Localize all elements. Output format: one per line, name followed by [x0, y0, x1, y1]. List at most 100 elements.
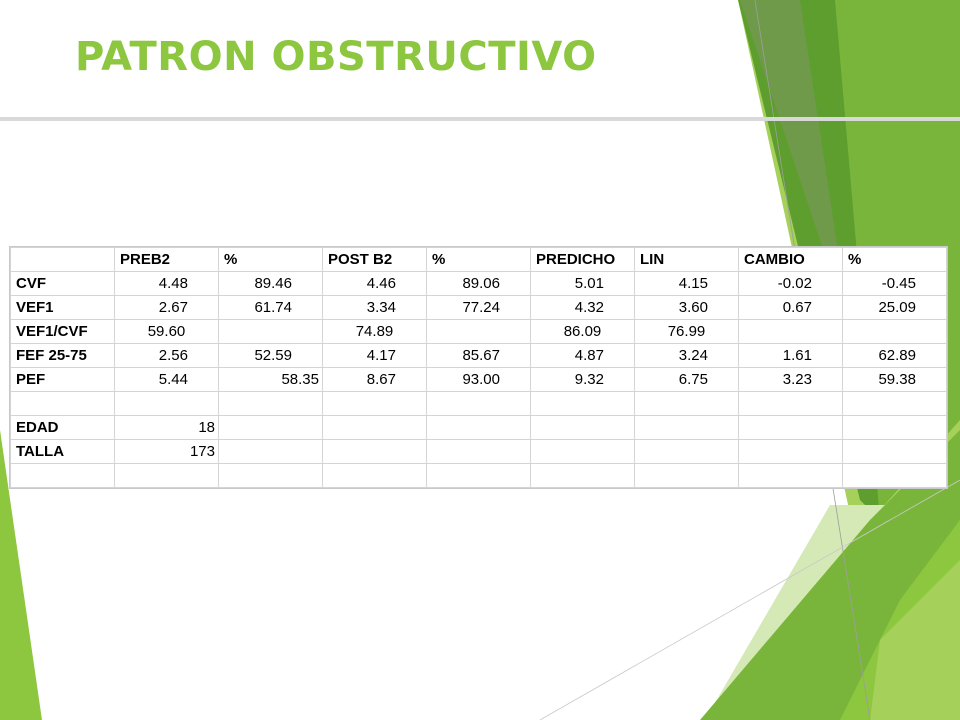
table-cell: 3.23: [738, 367, 843, 392]
table-cell: 77.24: [426, 295, 531, 320]
table-cell: 5.01: [530, 271, 635, 296]
table-cell: [218, 319, 323, 344]
table-cell: [218, 391, 323, 416]
table-cell: 85.67: [426, 343, 531, 368]
table-row: [10, 391, 947, 416]
table-cell: [530, 439, 635, 464]
table-cell: 3.60: [634, 295, 739, 320]
table-cell: [426, 319, 531, 344]
table-cell: [322, 463, 427, 488]
table-row: VEF1 2.67 61.74 3.34 77.24 4.32 3.60 0.67 25.09: [10, 295, 947, 320]
table-header-row: PREB2% POST B2% PREDICHO LIN CAMBIO%: [10, 247, 947, 272]
table-cell: [426, 415, 531, 440]
table-cell: [634, 391, 739, 416]
table-cell: [738, 463, 843, 488]
table-cell: 2.67: [114, 295, 219, 320]
table-cell: 59.60: [114, 319, 219, 344]
row-label: [10, 463, 115, 488]
table-cell: [738, 415, 843, 440]
column-header: CAMBIO: [738, 247, 843, 272]
table-cell: [842, 463, 947, 488]
table-cell: 1.61: [738, 343, 843, 368]
table-cell: 8.67: [322, 367, 427, 392]
table-cell: [426, 463, 531, 488]
table-row: EDAD 18: [10, 415, 947, 440]
table-cell: [218, 463, 323, 488]
table-cell: 4.32: [530, 295, 635, 320]
table-row: TALLA 173: [10, 439, 947, 464]
table-cell: [842, 415, 947, 440]
table-cell: [114, 463, 219, 488]
row-label: FEF 25-75: [10, 343, 115, 368]
table-row: [10, 463, 947, 488]
table-cell: 61.74: [218, 295, 323, 320]
table-cell: [530, 391, 635, 416]
table-cell: [842, 319, 947, 344]
row-label: VEF1: [10, 295, 115, 320]
column-header: %: [218, 247, 323, 272]
column-header: [10, 247, 115, 272]
table-cell: 3.34: [322, 295, 427, 320]
row-label: CVF: [10, 271, 115, 296]
table-cell: 6.75: [634, 367, 739, 392]
row-label: [10, 391, 115, 416]
table-cell: 76.99: [634, 319, 739, 344]
column-header: POST B2: [322, 247, 427, 272]
table-row: VEF1/CVF 59.60 74.89 86.09 76.99: [10, 319, 947, 344]
row-label: EDAD: [10, 415, 115, 440]
spirometry-table: PREB2% POST B2% PREDICHO LIN CAMBIO% CVF 4.48 8…: [10, 247, 947, 488]
table-cell: [322, 415, 427, 440]
table-cell: [842, 391, 947, 416]
column-header: %: [426, 247, 531, 272]
table-cell: 5.44: [114, 367, 219, 392]
table-cell: 89.06: [426, 271, 531, 296]
table-cell: 52.59: [218, 343, 323, 368]
table-cell: [322, 391, 427, 416]
table-cell: [218, 415, 323, 440]
facet-left: [0, 430, 42, 720]
table-cell: 58.35: [218, 367, 323, 392]
table-row: FEF 25-75 2.56 52.59 4.17 85.67 4.87 3.24 1.61 6…: [10, 343, 947, 368]
table-row: CVF 4.48 89.46 4.46 89.06 5.01 4.15 -0.02 -0.45: [10, 271, 947, 296]
table-cell: 0.67: [738, 295, 843, 320]
table-cell: 62.89: [842, 343, 947, 368]
column-header: LIN: [634, 247, 739, 272]
facet-line: [539, 479, 960, 720]
table-cell: 25.09: [842, 295, 947, 320]
column-header: PREDICHO: [530, 247, 635, 272]
table-cell: [738, 319, 843, 344]
row-label: VEF1/CVF: [10, 319, 115, 344]
slide-title: PATRON OBSTRUCTIVO: [75, 34, 597, 80]
table-cell: 89.46: [218, 271, 323, 296]
table-cell: [530, 415, 635, 440]
table-cell: 4.15: [634, 271, 739, 296]
table-cell: [218, 439, 323, 464]
table-row: PEF 5.44 58.35 8.67 93.00 9.32 6.75 3.23 59.38: [10, 367, 947, 392]
table-cell: -0.45: [842, 271, 947, 296]
table-cell: [634, 463, 739, 488]
table-cell: [530, 463, 635, 488]
table-cell: 18: [114, 415, 219, 440]
table-cell: [322, 439, 427, 464]
table-cell: 9.32: [530, 367, 635, 392]
table-cell: 86.09: [530, 319, 635, 344]
row-label: TALLA: [10, 439, 115, 464]
table-cell: [426, 439, 531, 464]
table-cell: 2.56: [114, 343, 219, 368]
table-cell: [738, 391, 843, 416]
table-cell: [738, 439, 843, 464]
table-cell: [426, 391, 531, 416]
table-cell: 4.48: [114, 271, 219, 296]
column-header: PREB2: [114, 247, 219, 272]
facet-bottom-light: [870, 560, 960, 720]
table-cell: 59.38: [842, 367, 947, 392]
table-cell: [634, 415, 739, 440]
table-cell: [634, 439, 739, 464]
table-cell: 4.87: [530, 343, 635, 368]
table-cell: -0.02: [738, 271, 843, 296]
table-cell: 74.89: [322, 319, 427, 344]
table-cell: 93.00: [426, 367, 531, 392]
table-cell: 4.17: [322, 343, 427, 368]
row-label: PEF: [10, 367, 115, 392]
title-divider: [0, 117, 960, 121]
